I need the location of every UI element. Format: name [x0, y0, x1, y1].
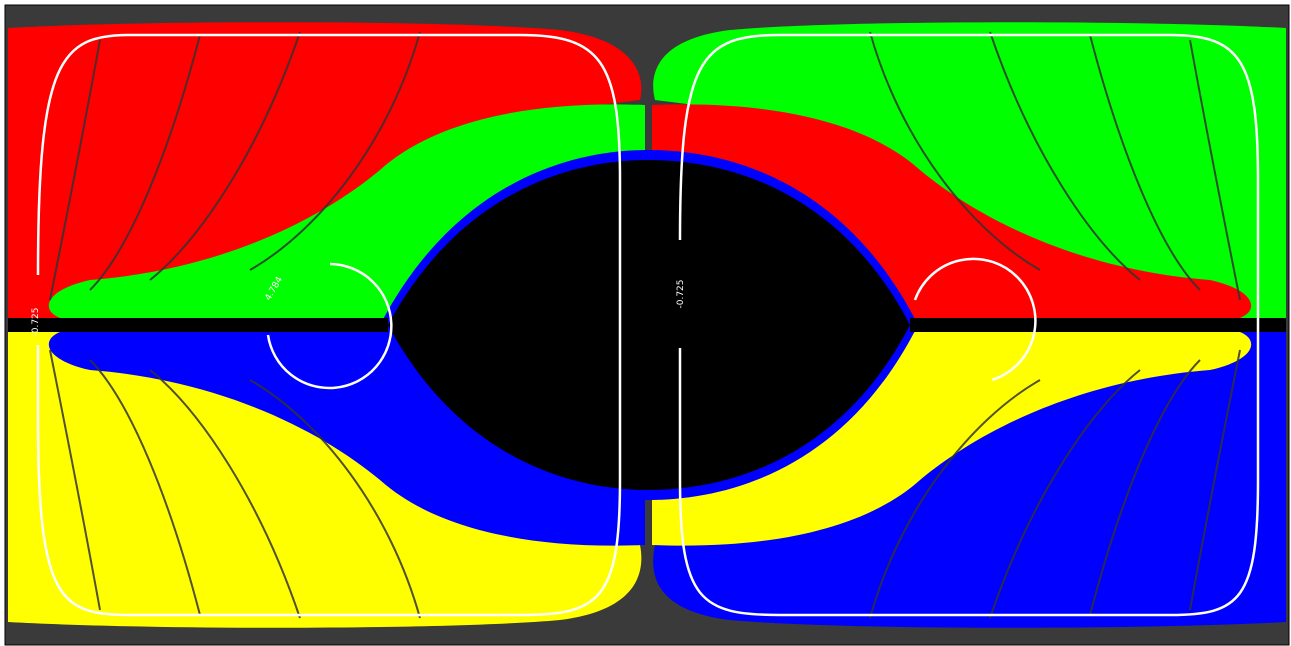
region-blue-bottom-right	[653, 325, 1286, 628]
lobe-yellow	[652, 332, 1252, 546]
lobe-red	[652, 104, 1252, 319]
equator	[8, 318, 1286, 332]
contour-label: -0.725	[676, 279, 686, 308]
contour-label: -0.725	[31, 307, 41, 336]
contours	[36, 33, 1260, 617]
lobe-green	[48, 104, 645, 319]
lobe-blue	[48, 332, 645, 546]
region-green-top-right	[653, 22, 1286, 325]
region-yellow-bottom-left	[8, 325, 642, 628]
region-red-top-left	[8, 22, 642, 325]
shadow	[388, 160, 910, 490]
stripes	[49, 31, 1241, 619]
